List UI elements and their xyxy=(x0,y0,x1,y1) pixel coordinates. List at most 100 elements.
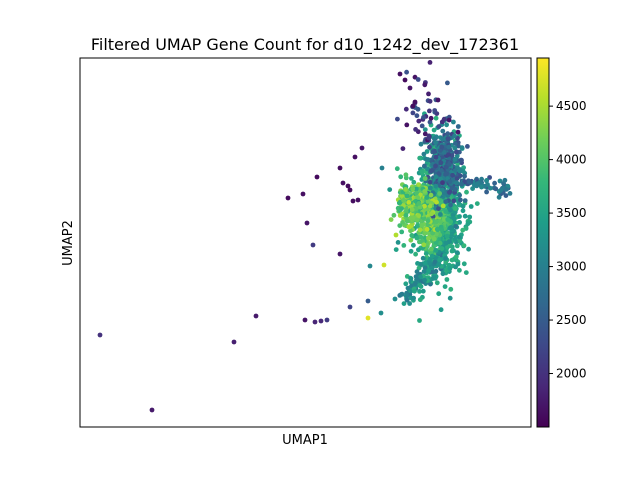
scatter-point xyxy=(231,339,237,345)
scatter-point xyxy=(407,224,412,230)
scatter-point xyxy=(437,197,443,203)
scatter-point xyxy=(403,212,409,218)
scatter-point xyxy=(434,280,440,286)
scatter-point xyxy=(465,221,471,227)
scatter-point xyxy=(416,201,422,206)
scatter-point xyxy=(503,193,509,199)
scatter-point xyxy=(409,207,415,213)
scatter-point xyxy=(453,223,459,229)
scatter-point xyxy=(414,235,420,241)
scatter-point xyxy=(415,106,421,112)
scatter-point xyxy=(424,195,430,200)
scatter-point xyxy=(436,261,442,267)
scatter-point xyxy=(449,257,455,263)
scatter-point xyxy=(452,187,458,192)
scatter-point xyxy=(437,240,443,246)
scatter-point xyxy=(455,261,461,267)
scatter-point xyxy=(381,262,387,268)
scatter-point xyxy=(459,145,465,151)
scatter-point xyxy=(411,242,416,248)
scatter-point xyxy=(395,240,401,245)
scatter-point xyxy=(428,192,434,198)
scatter-point xyxy=(421,269,427,274)
scatter-point xyxy=(401,243,407,248)
scatter-point xyxy=(454,180,460,186)
scatter-point xyxy=(433,219,439,225)
scatter-point xyxy=(468,204,474,209)
colorbar-gradient xyxy=(536,57,550,428)
scatter-point xyxy=(436,124,442,129)
scatter-point xyxy=(427,260,433,266)
scatter-point xyxy=(427,203,433,209)
scatter-point xyxy=(416,118,422,124)
scatter-point xyxy=(452,236,458,242)
scatter-point xyxy=(460,227,466,233)
scatter-point xyxy=(427,98,433,104)
scatter-point xyxy=(433,174,439,180)
scatter-point xyxy=(422,131,428,137)
scatter-point xyxy=(438,176,443,182)
scatter-point xyxy=(347,187,353,193)
scatter-point xyxy=(387,187,393,193)
scatter-point xyxy=(403,106,409,112)
scatter-point xyxy=(253,313,259,319)
scatter-point xyxy=(416,213,422,219)
scatter-point xyxy=(439,168,444,173)
scatter-point xyxy=(447,295,453,301)
scatter-point xyxy=(432,259,438,265)
scatter-point xyxy=(439,119,445,125)
scatter-point xyxy=(302,317,308,323)
scatter-point xyxy=(426,135,432,141)
colorbar: 2000 2500 3000 3500 4000 4500 xyxy=(536,57,587,428)
scatter-point xyxy=(445,217,451,222)
scatter-point xyxy=(429,246,434,252)
scatter-point xyxy=(413,251,418,257)
scatter-point xyxy=(452,209,458,215)
scatter-point xyxy=(440,271,446,277)
scatter-point xyxy=(394,166,400,172)
scatter-point xyxy=(431,127,437,133)
scatter-point xyxy=(425,199,431,204)
scatter-point xyxy=(425,269,431,274)
scatter-point xyxy=(409,233,415,238)
scatter-point xyxy=(421,242,427,248)
scatter-point xyxy=(399,229,405,235)
scatter-point xyxy=(413,186,419,192)
scatter-point xyxy=(503,187,509,192)
scatter-point xyxy=(454,250,460,256)
scatter-point xyxy=(424,149,430,154)
scatter-point xyxy=(440,180,445,186)
scatter-point xyxy=(445,80,450,86)
scatter-point xyxy=(347,304,353,310)
scatter-point xyxy=(449,248,455,254)
scatter-point xyxy=(444,122,449,128)
scatter-point xyxy=(445,136,451,142)
scatter-point xyxy=(318,318,324,324)
scatter-point xyxy=(446,144,452,150)
scatter-point xyxy=(462,213,468,219)
scatter-point xyxy=(429,211,434,217)
scatter-point xyxy=(456,234,462,240)
scatter-point xyxy=(443,256,448,261)
scatter-point xyxy=(379,165,385,171)
scatter-point xyxy=(312,319,318,325)
scatter-point xyxy=(453,206,458,211)
scatter-point xyxy=(419,169,425,174)
scatter-point xyxy=(452,141,458,147)
scatter-point xyxy=(428,168,434,174)
scatter-point xyxy=(417,289,422,294)
scatter-point xyxy=(457,173,463,179)
scatter-point xyxy=(452,133,457,139)
scatter-point xyxy=(340,180,346,186)
scatter-point xyxy=(410,186,416,192)
scatter-point xyxy=(404,69,409,75)
scatter-point xyxy=(492,180,497,186)
scatter-point xyxy=(443,199,449,205)
scatter-point xyxy=(418,141,424,147)
scatter-point xyxy=(461,243,467,249)
scatter-point xyxy=(414,277,420,282)
scatter-point xyxy=(437,191,442,196)
scatter-point xyxy=(440,203,446,209)
scatter-point xyxy=(438,212,443,217)
colorbar-tick-label: 3500 xyxy=(556,206,587,220)
